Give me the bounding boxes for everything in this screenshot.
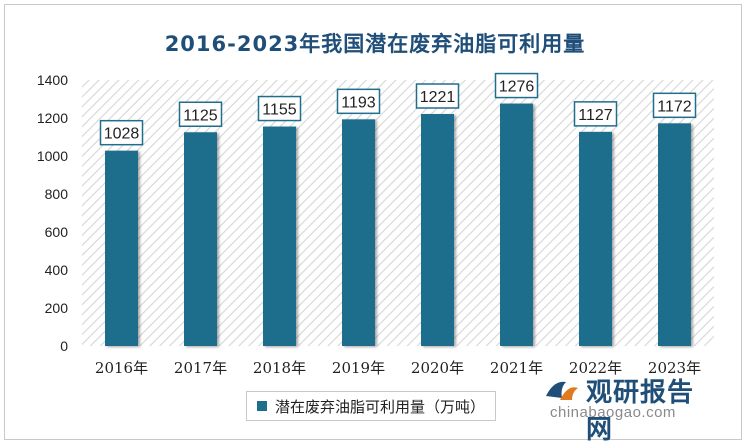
data-label: 1193 [341, 94, 376, 111]
watermark: 观研报告网 chinabaogao.com [534, 372, 704, 445]
bar [579, 131, 612, 346]
watermark-logo-icon [546, 381, 578, 400]
legend: 潜在废弃油脂可利用量（万吨） [246, 391, 497, 421]
plot-area-background [82, 80, 714, 346]
data-label-box [652, 92, 697, 119]
bar [184, 132, 217, 346]
y-tick-label: 600 [45, 224, 69, 240]
watermark-text: 观研报告网 [586, 378, 695, 445]
data-label: 1125 [183, 107, 218, 124]
data-label-box [178, 101, 223, 127]
x-tick-label: 2018年 [253, 359, 306, 377]
x-tick-label: 2017年 [174, 359, 227, 377]
y-tick-label: 1000 [37, 148, 68, 164]
bar [421, 114, 454, 346]
bar [658, 123, 691, 346]
x-tick-label: 2020年 [411, 359, 464, 377]
data-label: 1172 [657, 98, 692, 115]
x-tick-label: 2016年 [95, 359, 148, 377]
x-tick-label: 2019年 [332, 359, 385, 377]
y-tick-label: 200 [45, 300, 69, 316]
bar [500, 103, 533, 346]
y-tick-label: 1400 [37, 72, 68, 88]
legend-label: 潜在废弃油脂可利用量（万吨） [275, 397, 486, 416]
y-tick-label: 800 [45, 186, 69, 202]
data-label-box [494, 72, 539, 99]
data-label-box [336, 88, 381, 115]
data-label-box [99, 119, 144, 146]
data-label-box [415, 83, 460, 109]
x-tick-label: 2022年 [569, 359, 622, 377]
watermark-url: chinabaogao.com [550, 404, 676, 421]
y-tick-label: 0 [60, 338, 68, 354]
x-tick-label: 2023年 [648, 359, 701, 377]
bar [105, 150, 138, 346]
data-label: 1276 [499, 79, 535, 96]
chart-title: 2016-2023年我国潜在废弃油脂可利用量 [164, 32, 586, 56]
data-label-box [573, 101, 618, 127]
data-label: 1127 [578, 107, 613, 124]
data-label-box [257, 95, 302, 122]
x-tick-label: 2021年 [490, 359, 543, 377]
bar [342, 119, 375, 346]
y-tick-label: 400 [45, 262, 69, 278]
bar [263, 126, 296, 346]
data-label: 1221 [420, 89, 456, 106]
legend-swatch [257, 401, 267, 411]
y-tick-label: 1200 [37, 110, 68, 126]
data-label: 1155 [262, 102, 297, 119]
data-label: 1028 [104, 126, 140, 143]
